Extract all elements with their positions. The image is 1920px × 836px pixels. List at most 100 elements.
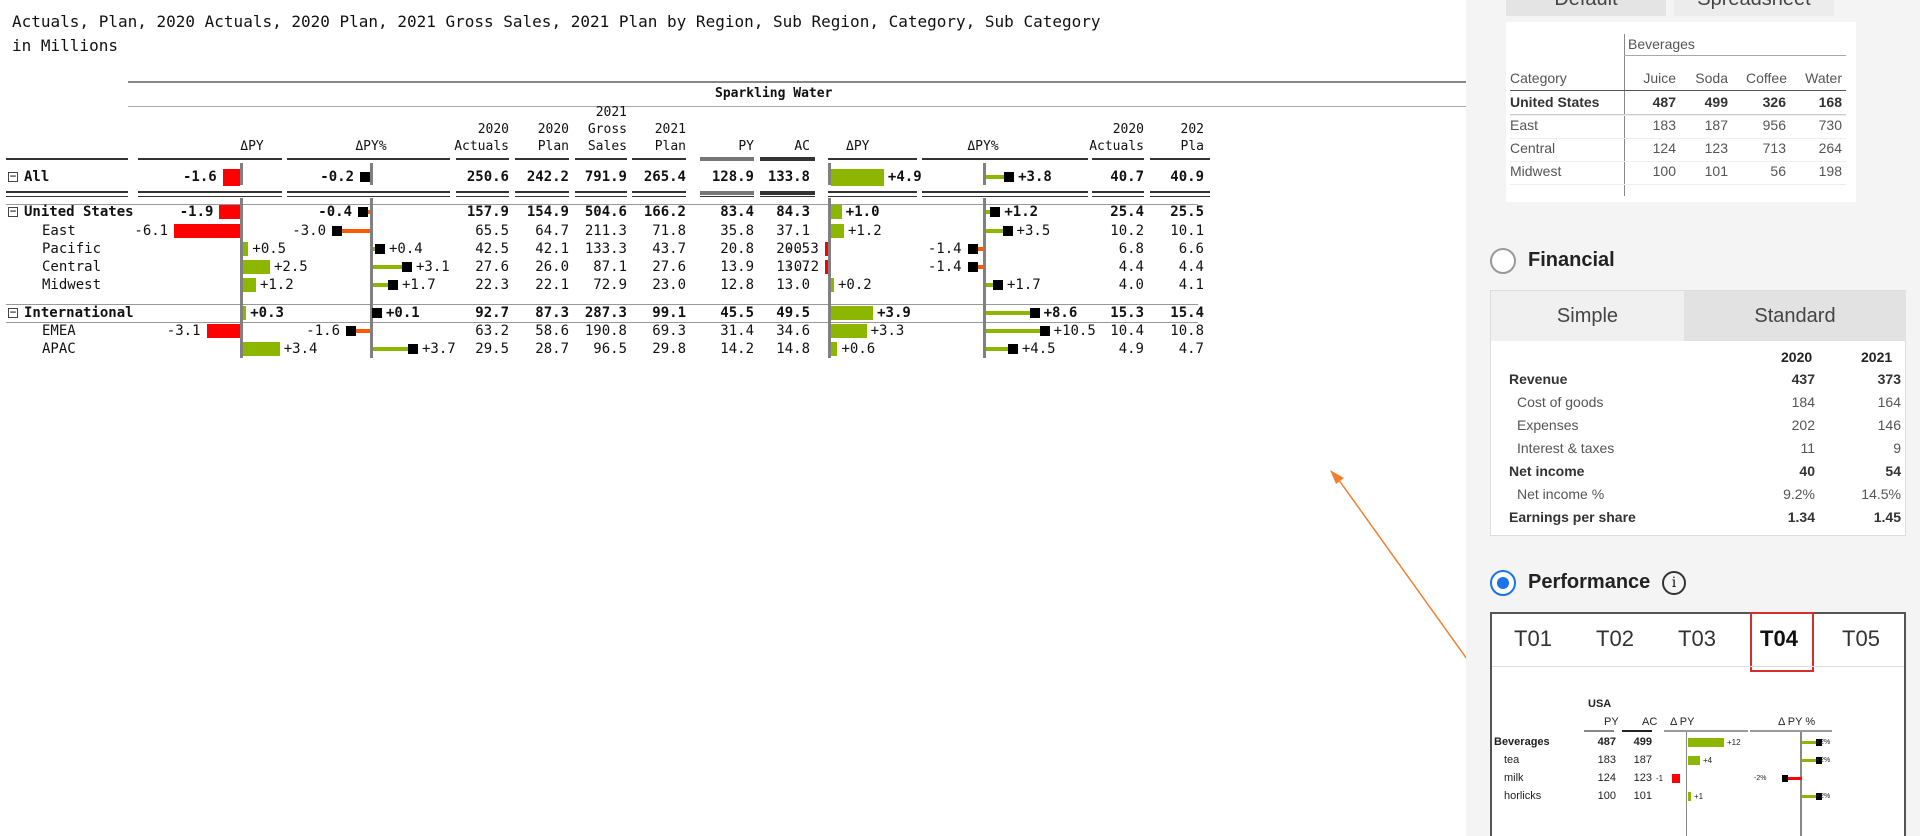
cell-gs2021: 87.1 — [593, 259, 627, 275]
column-header-p2020: 2020 Plan — [537, 122, 569, 154]
cell-value: 168 — [1818, 94, 1842, 110]
collapse-icon[interactable]: − — [8, 172, 18, 182]
row-label-text: Midwest — [42, 277, 102, 293]
column-header: Category — [1510, 70, 1567, 86]
label-dpyp: +3.1 — [416, 259, 450, 275]
marker-sw_dpyp — [967, 244, 978, 254]
cell-p2020: 154.9 — [526, 204, 569, 220]
row-label[interactable]: − All — [8, 168, 49, 186]
template-tab-t05[interactable]: T05 — [1842, 626, 1880, 651]
label-sw_dpy: -0.2 — [785, 259, 819, 275]
total-rule — [632, 196, 686, 197]
beverages-header: Beverages — [1628, 36, 1695, 52]
row-label-text: APAC — [42, 341, 76, 357]
sw-dpyp-axis — [983, 198, 986, 358]
cell-a2020: 63.2 — [475, 323, 509, 339]
financial-preview-card[interactable]: Simple Standard 2020 2021 Revenue 437 373 C… — [1490, 290, 1906, 536]
report-title: Actuals, Plan, 2020 Actuals, 2020 Plan, … — [12, 10, 1101, 58]
column-header-sw_dpyp: ΔPY% — [967, 139, 999, 154]
financial-row-label: Earnings per share — [1509, 509, 1636, 525]
cell-sw_p2020: 10.8 — [1170, 323, 1204, 339]
cell-gs2021: 211.3 — [584, 223, 627, 239]
column-rule — [138, 158, 282, 160]
tab-simple[interactable]: Simple — [1491, 291, 1684, 341]
total-rule — [287, 191, 450, 193]
bar-dpy — [243, 278, 256, 292]
template-tab-t01[interactable]: T01 — [1514, 626, 1552, 651]
total-rule — [515, 196, 569, 197]
cell-value: 56 — [1770, 163, 1786, 179]
total-rule — [700, 191, 754, 195]
template-tab-t02[interactable]: T02 — [1596, 626, 1634, 651]
column-header-dpyp: ΔPY% — [355, 139, 387, 154]
financial-row-label: Interest & taxes — [1517, 440, 1615, 456]
cell-value: 124 — [1652, 140, 1676, 156]
cell-p2020: 26.0 — [535, 259, 569, 275]
label-dpyp: -3.0 — [292, 223, 326, 239]
financial-value: 1.34 — [1787, 509, 1815, 525]
cell-ac: 49.5 — [776, 305, 810, 321]
preview-dpy-label: -1 — [1656, 774, 1664, 783]
cell-a2020: 29.5 — [475, 341, 509, 357]
marker-sw_dpyp — [1039, 326, 1050, 336]
financial-radio[interactable] — [1490, 248, 1516, 274]
header-rule — [128, 81, 1466, 83]
row-label[interactable]: − United States — [8, 203, 134, 221]
collapse-icon[interactable]: − — [8, 308, 18, 318]
label-sw_dpyp: +4.5 — [1021, 341, 1056, 357]
template-tab-t04[interactable]: T04 — [1760, 626, 1798, 651]
total-rule — [760, 196, 815, 197]
preview-pin — [1786, 777, 1802, 780]
cell-sw_a2020: 4.0 — [1118, 277, 1144, 293]
tab-default[interactable]: Default — [1506, 0, 1666, 16]
row-label-text: International — [24, 305, 134, 321]
tab-spreadsheet[interactable]: Spreadsheet — [1674, 0, 1834, 16]
label-dpyp: +0.4 — [389, 241, 423, 257]
preview-marker — [1816, 739, 1822, 746]
preview-dpy-bar — [1688, 738, 1724, 747]
total-rule — [515, 191, 569, 193]
cell-gs2021: 504.6 — [584, 204, 627, 220]
header-rule — [128, 106, 1466, 107]
column-header-gs2021: 2021 Gross Sales — [587, 105, 627, 154]
preview-marker — [1816, 757, 1822, 764]
performance-radio[interactable] — [1490, 570, 1516, 596]
cell-value: 183 — [1652, 117, 1676, 133]
preview-ac: 101 — [1633, 790, 1652, 802]
template-tab-t03[interactable]: T03 — [1678, 626, 1716, 651]
total-rule — [760, 191, 815, 195]
row-label: Midwest — [42, 276, 101, 294]
pin-sw_dpyp — [986, 311, 1032, 315]
cell-p2021: 29.8 — [652, 341, 686, 357]
total-rule — [456, 196, 509, 197]
label-sw_dpyp: -1.4 — [927, 241, 962, 257]
pin-dpyp — [366, 210, 370, 214]
cell-sw_a2020: 10.2 — [1110, 223, 1144, 239]
cell-p2021: 166.2 — [643, 204, 686, 220]
bar-dpy — [206, 324, 240, 338]
row-label-text: EMEA — [42, 323, 76, 339]
default-preview-card[interactable]: Beverages Category Juice Soda Coffee Water U… — [1506, 22, 1856, 202]
cell-a2020: 22.3 — [475, 277, 509, 293]
performance-preview-card[interactable]: T01 T02 T03 T04 T05 USA PY AC Δ PY Δ PY % Beverag… — [1490, 612, 1906, 836]
total-rule — [922, 196, 1088, 197]
info-icon[interactable]: i — [1662, 571, 1686, 595]
collapse-icon[interactable]: − — [8, 207, 18, 217]
row-label[interactable]: − International — [8, 304, 134, 322]
pin-dpyp — [340, 229, 370, 233]
tab-standard-label: Standard — [1754, 305, 1836, 327]
total-rule — [287, 196, 450, 197]
column-header-py: PY — [738, 139, 754, 154]
financial-value: 437 — [1791, 371, 1815, 387]
cell-p2020: 28.7 — [535, 341, 569, 357]
divider — [1510, 114, 1846, 115]
marker-dpyp — [375, 244, 385, 254]
total-rule — [6, 196, 128, 197]
preview-col-dpyp: Δ PY % — [1778, 716, 1816, 728]
tab-standard[interactable]: Standard — [1684, 291, 1906, 341]
cell-ac: 14.8 — [776, 341, 810, 357]
cell-p2021: 71.8 — [652, 223, 686, 239]
preview-dpy-bar — [1688, 792, 1691, 801]
sw-dpy-axis — [828, 198, 831, 358]
financial-value: 40 — [1799, 463, 1815, 479]
